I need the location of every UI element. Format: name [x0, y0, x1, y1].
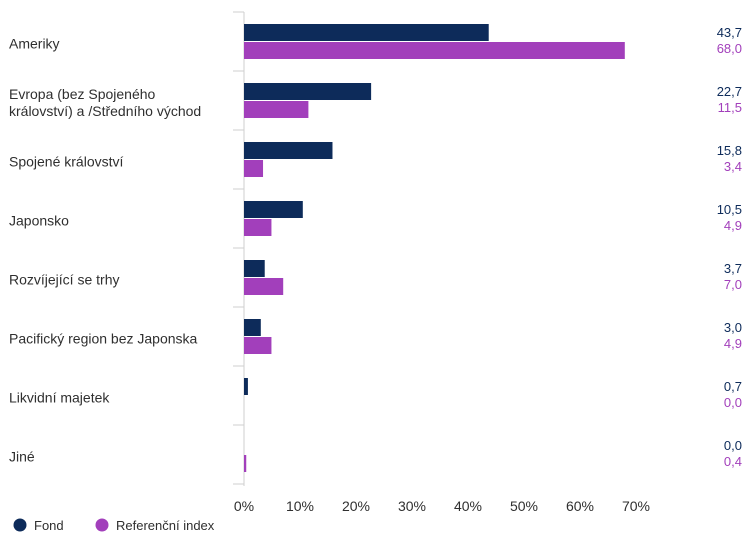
- value-label-referencni-index: 3,4: [724, 159, 742, 174]
- category-label: Pacifický region bez Japonska: [9, 331, 198, 347]
- category-label: Japonsko: [9, 213, 69, 229]
- value-label-referencni-index: 11,5: [718, 100, 742, 115]
- category-label: Likvidní majetek: [9, 390, 110, 406]
- x-tick-label: 0%: [234, 498, 254, 514]
- x-tick-label: 60%: [566, 498, 594, 514]
- value-label-fond: 3,7: [724, 261, 742, 276]
- bar-fond: [244, 24, 489, 41]
- value-label-fond: 22,7: [717, 84, 742, 99]
- value-label-fond: 0,7: [724, 379, 742, 394]
- value-label-referencni-index: 4,9: [724, 336, 742, 351]
- category-label: Spojené království: [9, 154, 124, 170]
- category-label: Rozvíjející se trhy: [9, 272, 119, 288]
- bar-referencni-index: [244, 219, 272, 236]
- value-label-referencni-index: 0,0: [724, 395, 742, 410]
- value-label-referencni-index: 68,0: [717, 41, 742, 56]
- bar-fond: [244, 83, 372, 100]
- x-tick-label: 40%: [454, 498, 482, 514]
- bar-fond: [244, 142, 333, 159]
- value-label-referencni-index: 7,0: [724, 277, 742, 292]
- bar-referencni-index: [244, 337, 272, 354]
- x-tick-label: 20%: [342, 498, 370, 514]
- bar-referencni-index: [244, 455, 247, 472]
- bar-fond: [244, 319, 261, 336]
- value-label-referencni-index: 0,4: [724, 454, 742, 469]
- x-tick-label: 70%: [622, 498, 650, 514]
- bar-referencni-index: [244, 278, 284, 295]
- legend-label-fond: Fond: [34, 518, 64, 533]
- legend-marker-referencni-index: [95, 518, 109, 532]
- value-label-fond: 43,7: [717, 25, 742, 40]
- bar-fond: [244, 260, 265, 277]
- bar-referencni-index: [244, 42, 625, 59]
- value-label-fond: 10,5: [717, 202, 742, 217]
- value-label-fond: 0,0: [724, 438, 742, 453]
- bar-fond: [244, 201, 303, 218]
- legend-label-referencni-index: Referenční index: [116, 518, 215, 533]
- x-tick-label: 10%: [286, 498, 314, 514]
- category-label: Ameriky: [9, 36, 60, 52]
- x-tick-label: 50%: [510, 498, 538, 514]
- bar-fond: [244, 378, 248, 395]
- x-tick-label: 30%: [398, 498, 426, 514]
- value-label-referencni-index: 4,9: [724, 218, 742, 233]
- category-label: království) a /Středního východ: [9, 103, 201, 119]
- bar-referencni-index: [244, 160, 264, 177]
- value-label-fond: 3,0: [724, 320, 742, 335]
- legend-marker-fond: [13, 518, 27, 532]
- category-label: Jiné: [9, 449, 35, 465]
- bar-referencni-index: [244, 101, 309, 118]
- category-label: Evropa (bez Spojeného: [9, 86, 156, 102]
- value-label-fond: 15,8: [717, 143, 742, 158]
